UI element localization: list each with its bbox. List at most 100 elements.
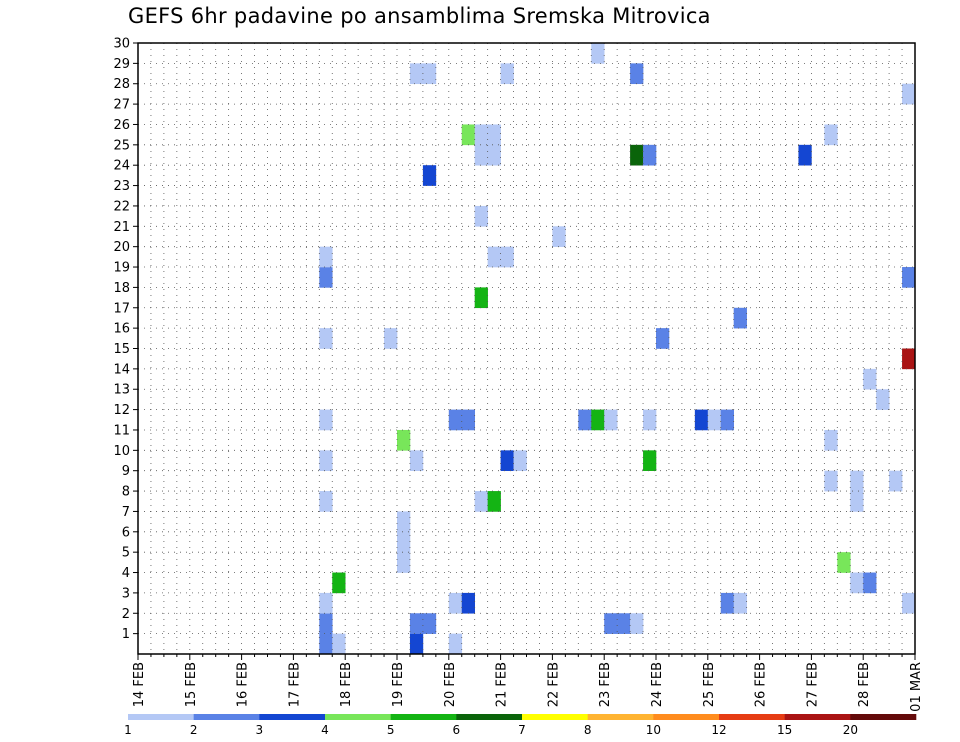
x-axis: 14 FEB 15 FEB 16 FEB 17 FEB 18 FEB 19 FEB 20 F…: [132, 654, 924, 712]
y-tick-label: 27: [113, 98, 130, 113]
x-tick-label: 26 FEB: [754, 662, 769, 707]
y-tick-label: 19: [113, 261, 130, 276]
heatmap-cell: [384, 328, 398, 349]
heatmap-cell: [604, 409, 618, 431]
heatmap-cell: [448, 409, 463, 431]
heatmap-cell: [824, 124, 838, 146]
x-tick-label: 21 FEB: [495, 662, 510, 707]
x-tick-label: 01 MAR: [909, 662, 924, 712]
y-tick-label: 13: [113, 383, 130, 398]
x-tick-label: 25 FEB: [702, 662, 717, 707]
y-tick-label: 9: [122, 464, 130, 479]
x-tick-label: 24 FEB: [650, 662, 665, 707]
heatmap-cell: [397, 511, 411, 533]
heatmap-cell: [656, 328, 670, 349]
heatmap-cell: [552, 226, 566, 247]
y-tick-label: 5: [122, 546, 130, 561]
heatmap-cell: [591, 43, 605, 64]
heatmap-cell: [733, 307, 747, 329]
y-tick-label: 22: [113, 199, 130, 214]
heatmap-cell: [578, 409, 592, 431]
heatmap-cell: [500, 450, 514, 471]
colorbar-label: 15: [777, 723, 792, 737]
heatmap-cell: [837, 552, 851, 573]
x-tick-label: 19 FEB: [391, 662, 406, 707]
heatmap-cell: [474, 491, 488, 512]
heatmap-cell: [500, 63, 514, 85]
x-tick-label: 27 FEB: [805, 662, 820, 707]
heatmap-cell: [448, 633, 463, 655]
heatmap-cell: [409, 450, 424, 471]
heatmap-cell: [824, 429, 838, 451]
heatmap-cell: [319, 267, 333, 288]
heatmap-cell: [850, 572, 864, 594]
heatmap-cell: [409, 633, 424, 655]
heatmap-cell: [902, 348, 916, 370]
heatmap-cell: [319, 613, 333, 634]
heatmap-cell: [319, 592, 333, 614]
colorbar-segment: [128, 714, 194, 720]
heatmap-cell: [707, 409, 722, 431]
heatmap-cell: [461, 124, 475, 146]
y-tick-label: 2: [122, 607, 130, 622]
heatmap-cell: [591, 409, 605, 431]
heatmap-cell: [487, 246, 501, 268]
y-tick-label: 4: [122, 566, 130, 581]
heatmap-cell: [397, 531, 411, 553]
heatmap-cell: [902, 83, 916, 105]
heatmap-cell: [319, 450, 333, 471]
heatmap-cell: [332, 572, 346, 594]
colorbar-label: 10: [646, 723, 661, 737]
colorbar-label: 12: [711, 723, 726, 737]
y-tick-label: 10: [113, 444, 130, 459]
heatmap-cell: [461, 592, 475, 614]
colorbar-segment: [456, 714, 523, 720]
heatmap-cell: [889, 470, 903, 492]
colorbar-label: 7: [518, 723, 526, 737]
y-tick-label: 17: [113, 301, 130, 316]
x-tick-label: 15 FEB: [184, 662, 199, 707]
heatmap-cell: [513, 450, 527, 471]
heatmap-cell: [319, 328, 333, 349]
cells-layer: [319, 43, 916, 655]
x-tick-label: 20 FEB: [443, 662, 458, 707]
y-tick-label: 12: [113, 403, 130, 418]
heatmap-cell: [733, 592, 747, 614]
heatmap-cell: [397, 429, 411, 451]
heatmap-cell: [422, 613, 437, 634]
heatmap-cell: [630, 144, 644, 166]
colorbar-segment: [193, 714, 260, 720]
y-tick-label: 29: [113, 57, 130, 72]
y-tick-label: 1: [122, 627, 130, 642]
y-tick-label: 8: [122, 485, 130, 500]
colorbar-segment: [259, 714, 326, 720]
heatmap-cell: [487, 144, 501, 166]
heatmap-cell: [643, 144, 657, 166]
x-tick-label: 18 FEB: [339, 662, 354, 707]
y-tick-label: 28: [113, 77, 130, 92]
heatmap-cell: [319, 633, 333, 655]
y-tick-label: 20: [113, 240, 130, 255]
colorbar-label: 4: [321, 723, 329, 737]
heatmap-cell: [630, 613, 644, 634]
x-tick-label: 23 FEB: [598, 662, 613, 707]
colorbar-label: 3: [256, 723, 264, 737]
y-tick-label: 15: [113, 342, 130, 357]
x-tick-label: 28 FEB: [857, 662, 872, 707]
heatmap-cell: [863, 572, 877, 594]
x-tick-label: 22 FEB: [546, 662, 561, 707]
x-tick-label: 16 FEB: [236, 662, 251, 707]
colorbar-label: 1: [124, 723, 132, 737]
colorbar-segment: [325, 714, 391, 720]
heatmap-cell: [409, 63, 424, 85]
colorbar-label: 5: [387, 723, 395, 737]
y-tick-label: 16: [113, 322, 130, 337]
heatmap-cell: [863, 368, 877, 390]
heatmap-cell: [409, 613, 424, 634]
heatmap-cell: [604, 613, 618, 634]
heatmap-cell: [474, 287, 488, 309]
heatmap-cell: [643, 409, 657, 431]
heatmap-cell: [824, 470, 838, 492]
y-tick-label: 6: [122, 525, 130, 540]
colorbar-segment: [850, 714, 917, 720]
